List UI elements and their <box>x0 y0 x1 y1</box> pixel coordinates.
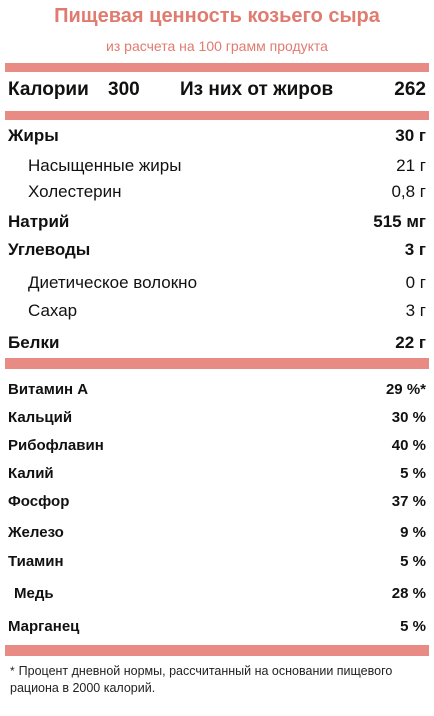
nutrient-row-sugar: Сахар 3 г <box>8 298 426 324</box>
vitamin-label: Фосфор <box>8 493 70 510</box>
vitamin-row-riboflavin: Рибофлавин 40 % <box>8 433 426 459</box>
nutrient-value: 0,8 г <box>391 182 426 201</box>
nutrient-value: 30 г <box>395 126 426 145</box>
nutrient-value: 0 г <box>405 273 426 292</box>
vitamin-value: 5 % <box>400 465 426 482</box>
vitamin-value: 29 %* <box>385 381 426 398</box>
vitamin-label: Калий <box>8 465 54 482</box>
vitamin-row-copper: Медь 28 % <box>8 581 426 607</box>
nutrient-value: 3 г <box>405 301 426 320</box>
vitamin-row-a: Витамин А 29 %* <box>8 377 426 403</box>
vitamin-label: Рибофлавин <box>8 437 104 454</box>
vitamin-row-potassium: Калий 5 % <box>8 461 426 487</box>
vitamin-label: Марганец <box>8 618 80 635</box>
nutrient-row-fat: Жиры 30 г <box>8 123 426 149</box>
nutrient-value: 21 г <box>396 156 426 175</box>
vitamin-value: 28 % <box>391 585 426 602</box>
vitamin-value: 5 % <box>400 553 426 570</box>
vitamin-row-iron: Железо 9 % <box>8 520 426 546</box>
nutrients-divider <box>5 358 429 369</box>
vitamins-divider <box>5 645 429 656</box>
page-subtitle: из расчета на 100 грамм продукта <box>106 38 328 54</box>
vitamin-label: Тиамин <box>8 553 64 570</box>
nutrient-label: Белки <box>8 333 60 352</box>
vitamin-row-manganese: Марганец 5 % <box>8 614 426 640</box>
nutrient-row-carbohydrates: Углеводы 3 г <box>8 237 426 263</box>
nutrient-label: Натрий <box>8 212 70 231</box>
calories-value: 300 <box>108 79 140 100</box>
vitamin-value: 30 % <box>391 409 426 426</box>
nutrient-value: 22 г <box>395 333 426 352</box>
vitamin-value: 37 % <box>391 493 426 510</box>
vitamin-label: Кальций <box>8 409 73 426</box>
nutrient-label: Холестерин <box>28 182 122 201</box>
vitamin-label: Медь <box>14 585 54 602</box>
vitamin-value: 5 % <box>400 618 426 635</box>
vitamin-label: Витамин А <box>8 381 89 398</box>
calories-row: Калории 300 Из них от жиров 262 <box>8 77 426 103</box>
vitamin-value: 9 % <box>400 524 426 541</box>
nutrient-label: Сахар <box>28 301 78 320</box>
fat-calories-value: 262 <box>394 79 426 100</box>
nutrient-label: Насыщенные жиры <box>28 156 182 175</box>
nutrient-row-protein: Белки 22 г <box>8 330 426 356</box>
nutrient-label: Жиры <box>8 126 59 145</box>
footnote-mark: * <box>10 664 15 678</box>
vitamin-row-calcium: Кальций 30 % <box>8 405 426 431</box>
page-title: Пищевая ценность козьего сыра <box>54 5 380 27</box>
nutrient-row-cholesterol: Холестерин 0,8 г <box>8 179 426 205</box>
nutrient-value: 3 г <box>404 240 426 259</box>
vitamin-label: Железо <box>8 524 64 541</box>
nutrient-value: 515 мг <box>373 212 426 231</box>
vitamin-row-phosphorus: Фосфор 37 % <box>8 489 426 515</box>
nutrient-label: Углеводы <box>8 240 91 259</box>
top-divider <box>5 63 429 72</box>
footnote: * Процент дневной нормы, рассчитанный на … <box>10 663 424 697</box>
nutrient-row-sodium: Натрий 515 мг <box>8 209 426 235</box>
calories-divider <box>5 111 429 120</box>
calories-label: Калории <box>8 79 89 100</box>
vitamin-row-thiamine: Тиамин 5 % <box>8 549 426 575</box>
nutrient-label: Диетическое волокно <box>28 273 198 292</box>
nutrient-row-fiber: Диетическое волокно 0 г <box>8 270 426 296</box>
footnote-text: Процент дневной нормы, рассчитанный на о… <box>10 664 393 695</box>
fat-calories-label: Из них от жиров <box>180 79 334 100</box>
vitamin-value: 40 % <box>391 437 426 454</box>
nutrient-row-saturated-fat: Насыщенные жиры 21 г <box>8 153 426 179</box>
